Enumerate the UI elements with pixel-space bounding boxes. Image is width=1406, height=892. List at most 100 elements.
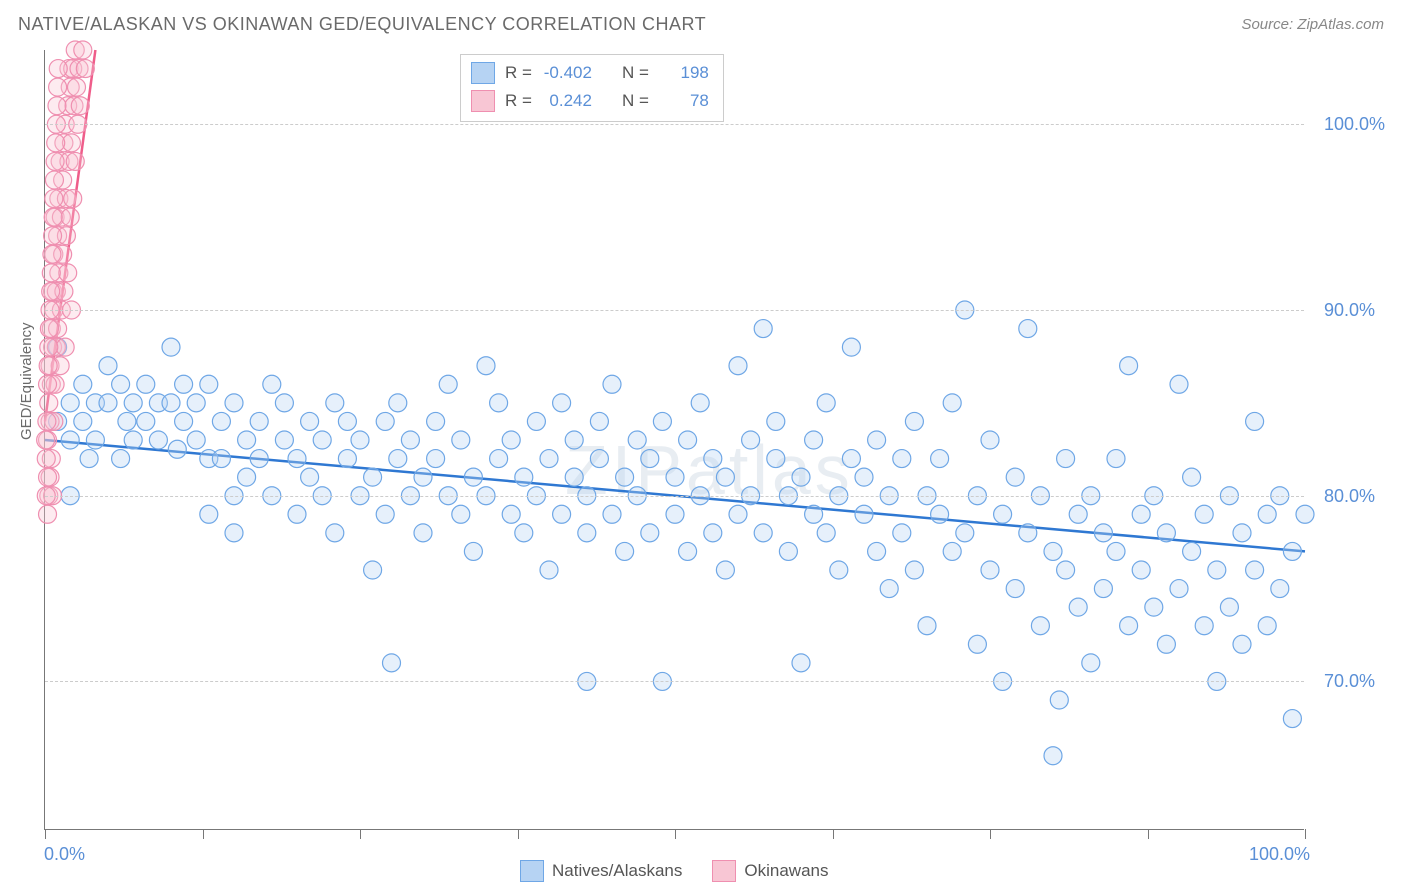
data-point-okinawans [71,97,89,115]
data-point-natives [842,338,860,356]
data-point-natives [383,654,401,672]
data-point-natives [1120,357,1138,375]
data-point-okinawans [47,134,65,152]
data-point-natives [729,357,747,375]
data-point-natives [704,524,722,542]
data-point-natives [137,412,155,430]
data-point-natives [275,431,293,449]
data-point-natives [742,431,760,449]
data-point-natives [414,524,432,542]
data-point-natives [1050,691,1068,709]
data-point-natives [1195,505,1213,523]
data-point-natives [855,505,873,523]
data-point-natives [364,561,382,579]
data-point-natives [918,617,936,635]
data-point-natives [1208,561,1226,579]
data-point-natives [1157,635,1175,653]
data-point-natives [464,542,482,560]
data-point-natives [326,394,344,412]
data-point-natives [1220,598,1238,616]
data-point-natives [1296,505,1314,523]
x-tick [990,829,991,839]
data-point-natives [502,505,520,523]
data-point-natives [86,431,104,449]
data-point-natives [263,375,281,393]
correlation-row: R = -0.402 N = 198 [471,59,709,87]
data-point-natives [452,431,470,449]
data-point-natives [1145,598,1163,616]
data-point-natives [238,468,256,486]
data-point-natives [603,375,621,393]
data-point-natives [1082,654,1100,672]
data-point-natives [477,357,495,375]
data-point-natives [616,468,634,486]
data-point-natives [1094,580,1112,598]
data-point-okinawans [37,450,55,468]
data-point-natives [288,505,306,523]
data-point-natives [99,394,117,412]
data-point-natives [805,505,823,523]
data-point-natives [452,505,470,523]
data-point-natives [943,394,961,412]
data-point-natives [1258,505,1276,523]
data-point-okinawans [40,394,58,412]
data-point-natives [830,561,848,579]
r-label: R = [505,63,532,83]
n-label: N = [622,91,649,111]
plot-area: ZIPatlas [44,50,1304,830]
data-point-natives [893,524,911,542]
data-point-natives [931,505,949,523]
data-point-natives [553,394,571,412]
data-point-natives [1057,561,1075,579]
data-point-natives [653,412,671,430]
data-point-natives [868,431,886,449]
data-point-okinawans [56,338,74,356]
x-tick [203,829,204,839]
data-point-okinawans [45,190,63,208]
data-point-natives [679,431,697,449]
data-point-natives [590,450,608,468]
x-tick [45,829,46,839]
data-point-natives [414,468,432,486]
data-point-natives [389,450,407,468]
data-point-natives [200,505,218,523]
x-tick-label: 0.0% [44,844,85,865]
data-point-natives [61,394,79,412]
data-point-natives [590,412,608,430]
data-point-natives [124,394,142,412]
data-point-natives [238,431,256,449]
data-point-natives [1019,524,1037,542]
data-point-natives [1183,468,1201,486]
data-point-natives [1069,598,1087,616]
data-point-natives [168,440,186,458]
y-tick-label: 80.0% [1324,486,1375,507]
data-point-natives [313,431,331,449]
data-point-natives [578,524,596,542]
data-point-natives [893,450,911,468]
data-point-natives [1031,617,1049,635]
y-tick-label: 90.0% [1324,300,1375,321]
correlation-legend-box: R = -0.402 N = 198 R = 0.242 N = 78 [460,54,724,122]
data-point-natives [301,468,319,486]
legend-label: Natives/Alaskans [552,861,682,881]
data-point-natives [565,431,583,449]
data-point-natives [868,542,886,560]
data-point-natives [124,431,142,449]
r-value: -0.402 [542,63,592,83]
data-point-natives [200,375,218,393]
data-point-natives [956,524,974,542]
data-point-natives [250,450,268,468]
data-point-okinawans [39,505,57,523]
data-point-natives [1195,617,1213,635]
data-point-okinawans [59,264,77,282]
data-point-natives [981,431,999,449]
data-point-natives [464,468,482,486]
chart-title: NATIVE/ALASKAN VS OKINAWAN GED/EQUIVALEN… [18,14,706,35]
data-point-natives [553,505,571,523]
data-point-natives [716,561,734,579]
data-point-okinawans [68,78,86,96]
data-point-natives [1132,505,1150,523]
data-point-okinawans [48,97,66,115]
data-point-natives [792,468,810,486]
data-point-natives [540,450,558,468]
